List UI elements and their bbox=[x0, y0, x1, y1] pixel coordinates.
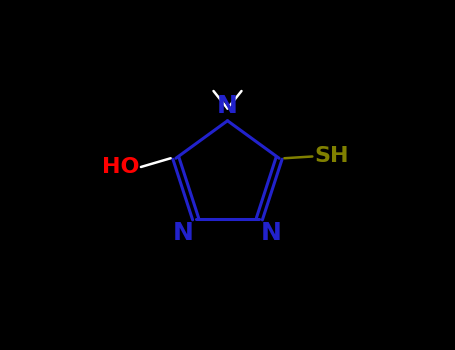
Text: N: N bbox=[217, 94, 238, 118]
Text: SH: SH bbox=[314, 147, 349, 167]
Text: N: N bbox=[261, 220, 282, 245]
Text: N: N bbox=[173, 220, 194, 245]
Text: HO: HO bbox=[101, 157, 139, 177]
